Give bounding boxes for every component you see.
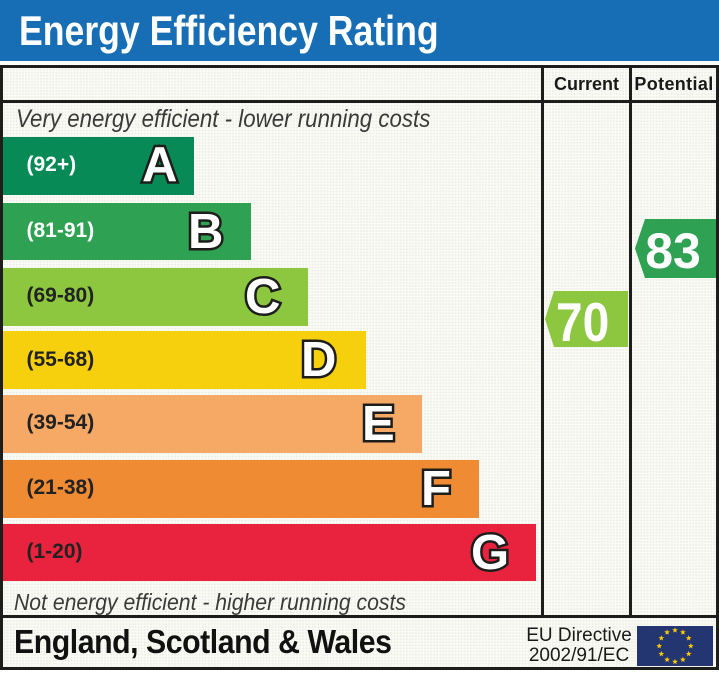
- svg-text:83: 83: [645, 223, 701, 278]
- svg-text:70: 70: [556, 291, 609, 347]
